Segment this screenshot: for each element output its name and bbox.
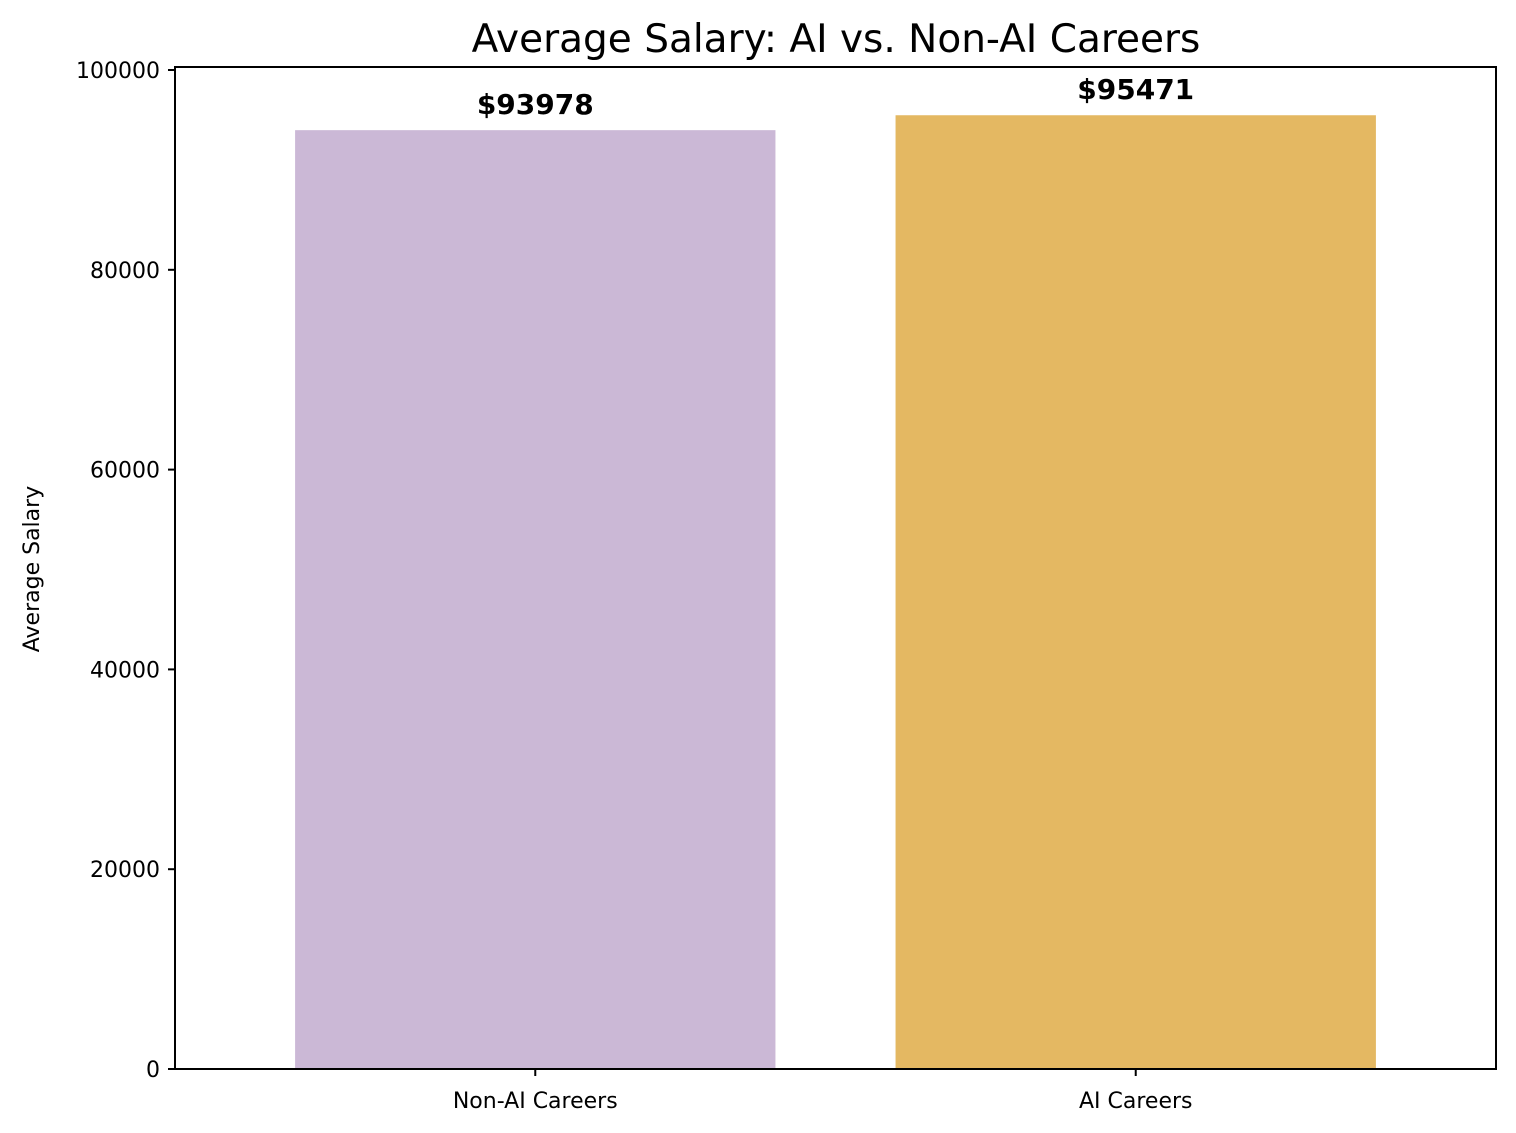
x-axis-ticks: Non-AI Careers AI Careers — [453, 1069, 1193, 1114]
y-tick-label: 0 — [146, 1058, 160, 1083]
data-labels-layer: $93978 $95471 — [477, 73, 1194, 121]
bar-ai-careers — [895, 115, 1376, 1070]
bar-non-ai-careers — [295, 130, 776, 1069]
chart-title: Average Salary: AI vs. Non-AI Careers — [472, 17, 1201, 62]
x-tick-label-non-ai-careers: Non-AI Careers — [453, 1089, 618, 1114]
x-tick-label-ai-careers: AI Careers — [1079, 1089, 1193, 1114]
data-label-ai-careers: $95471 — [1077, 73, 1194, 106]
y-tick-label: 20000 — [90, 858, 160, 883]
y-axis-label: Average Salary — [20, 486, 45, 652]
plot-frame — [174, 66, 1497, 1070]
bars-layer — [295, 115, 1376, 1070]
data-label-non-ai-careers: $93978 — [477, 88, 594, 121]
y-axis-ticks: 0 20000 40000 60000 80000 100000 — [76, 59, 175, 1083]
y-tick-label: 40000 — [90, 658, 160, 683]
y-tick-label: 100000 — [76, 59, 160, 84]
y-tick-label: 60000 — [90, 459, 160, 484]
y-tick-label: 80000 — [90, 259, 160, 284]
